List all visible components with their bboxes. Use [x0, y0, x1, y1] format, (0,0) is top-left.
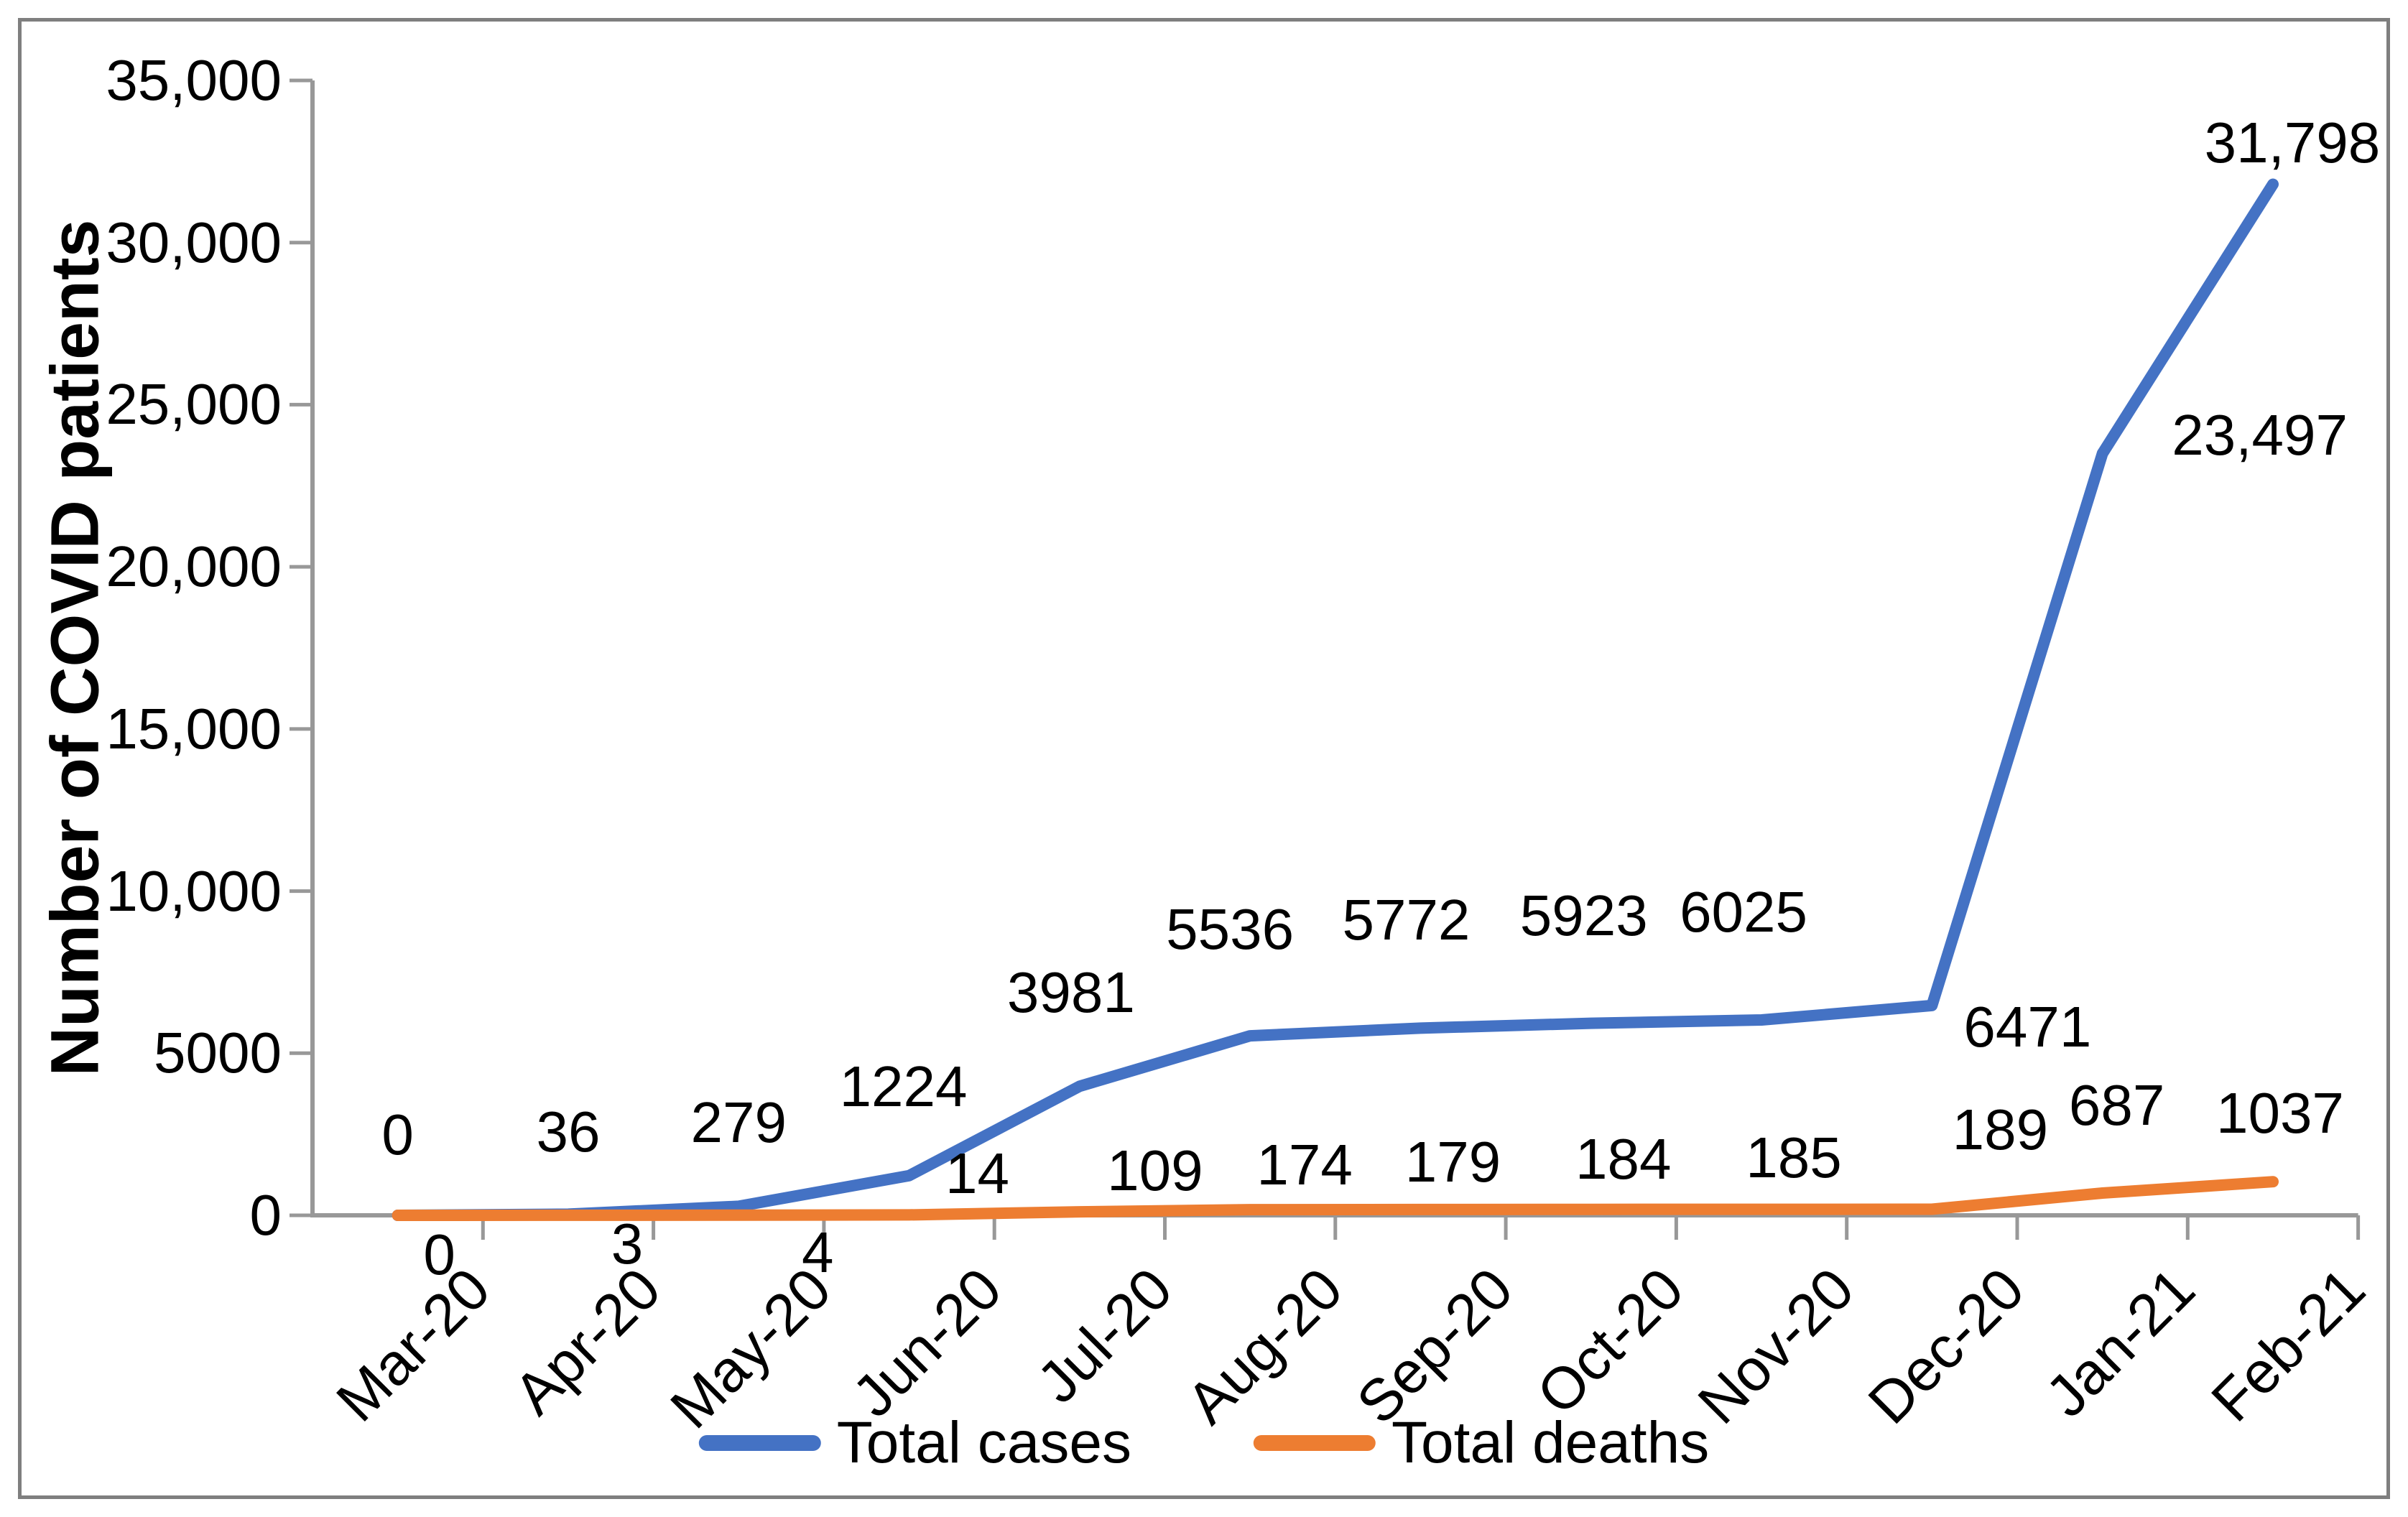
data-label-total-deaths-Aug-20: 174 [1256, 1133, 1353, 1197]
y-tick-label-30,000: 30,000 [106, 210, 282, 274]
data-label-total-deaths-Feb-21: 1037 [2215, 1081, 2344, 1146]
legend-label-total-deaths: Total deaths [1391, 1410, 1710, 1475]
data-label-total-deaths-Jul-20: 109 [1107, 1138, 1203, 1203]
y-axis-title: Number of COVID patients [37, 219, 114, 1077]
data-label-total-deaths-Nov-20: 185 [1746, 1125, 1842, 1189]
series-line-total-cases [392, 178, 2279, 1221]
y-tick-label-20,000: 20,000 [106, 534, 282, 599]
y-tick-label-10,000: 10,000 [106, 858, 282, 923]
data-label-total-cases-Mar-20: 0 [381, 1103, 414, 1166]
y-tick-label-35,000: 35,000 [106, 48, 282, 112]
data-label-total-deaths-Dec-20: 189 [1952, 1098, 2049, 1162]
data-label-total-cases-Feb-21: 31,798 [2204, 110, 2381, 175]
data-label-total-cases-Dec-20: 6471 [1963, 994, 2092, 1059]
data-label-total-deaths-Apr-20: 3 [611, 1211, 644, 1276]
legend-label-total-cases: Total cases [836, 1410, 1131, 1475]
data-label-total-cases-Sep-20: 5772 [1342, 888, 1471, 952]
data-label-total-cases-Jan-21: 23,497 [2172, 403, 2348, 468]
legend-item-total-cases: Total cases [698, 1410, 1131, 1475]
data-label-total-deaths-Jun-20: 14 [945, 1141, 1010, 1206]
data-label-total-deaths-Sep-20: 179 [1404, 1129, 1501, 1194]
data-label-total-cases-Nov-20: 6025 [1680, 880, 1808, 944]
data-label-total-cases-Jul-20: 3981 [1006, 960, 1135, 1025]
data-label-total-cases-Aug-20: 5536 [1166, 897, 1295, 962]
data-label-total-deaths-Oct-20: 184 [1575, 1126, 1672, 1191]
y-tick-label-25,000: 25,000 [106, 372, 282, 437]
data-label-total-cases-Apr-20: 36 [536, 1100, 601, 1164]
data-label-total-cases-Jun-20: 1224 [839, 1054, 968, 1118]
data-label-total-cases-Oct-20: 5923 [1519, 883, 1648, 947]
data-label-total-deaths-Jan-21: 687 [2068, 1072, 2165, 1137]
chart-frame-border [18, 18, 2390, 1499]
total-cases-line-swatch [698, 1435, 821, 1451]
data-label-total-cases-May-20: 279 [690, 1090, 787, 1155]
y-tick-label-15,000: 15,000 [106, 696, 282, 761]
total-deaths-line-swatch [1254, 1435, 1376, 1451]
data-label-total-deaths-May-20: 4 [802, 1220, 834, 1284]
y-tick-label-5000: 5000 [154, 1021, 282, 1085]
series-line-total-deaths [392, 1176, 2279, 1221]
y-tick-label-0: 0 [249, 1183, 282, 1247]
chart-legend: Total cases Total deaths [698, 1410, 1709, 1475]
legend-item-total-deaths: Total deaths [1254, 1414, 1709, 1472]
data-label-total-deaths-Mar-20: 0 [423, 1223, 455, 1286]
